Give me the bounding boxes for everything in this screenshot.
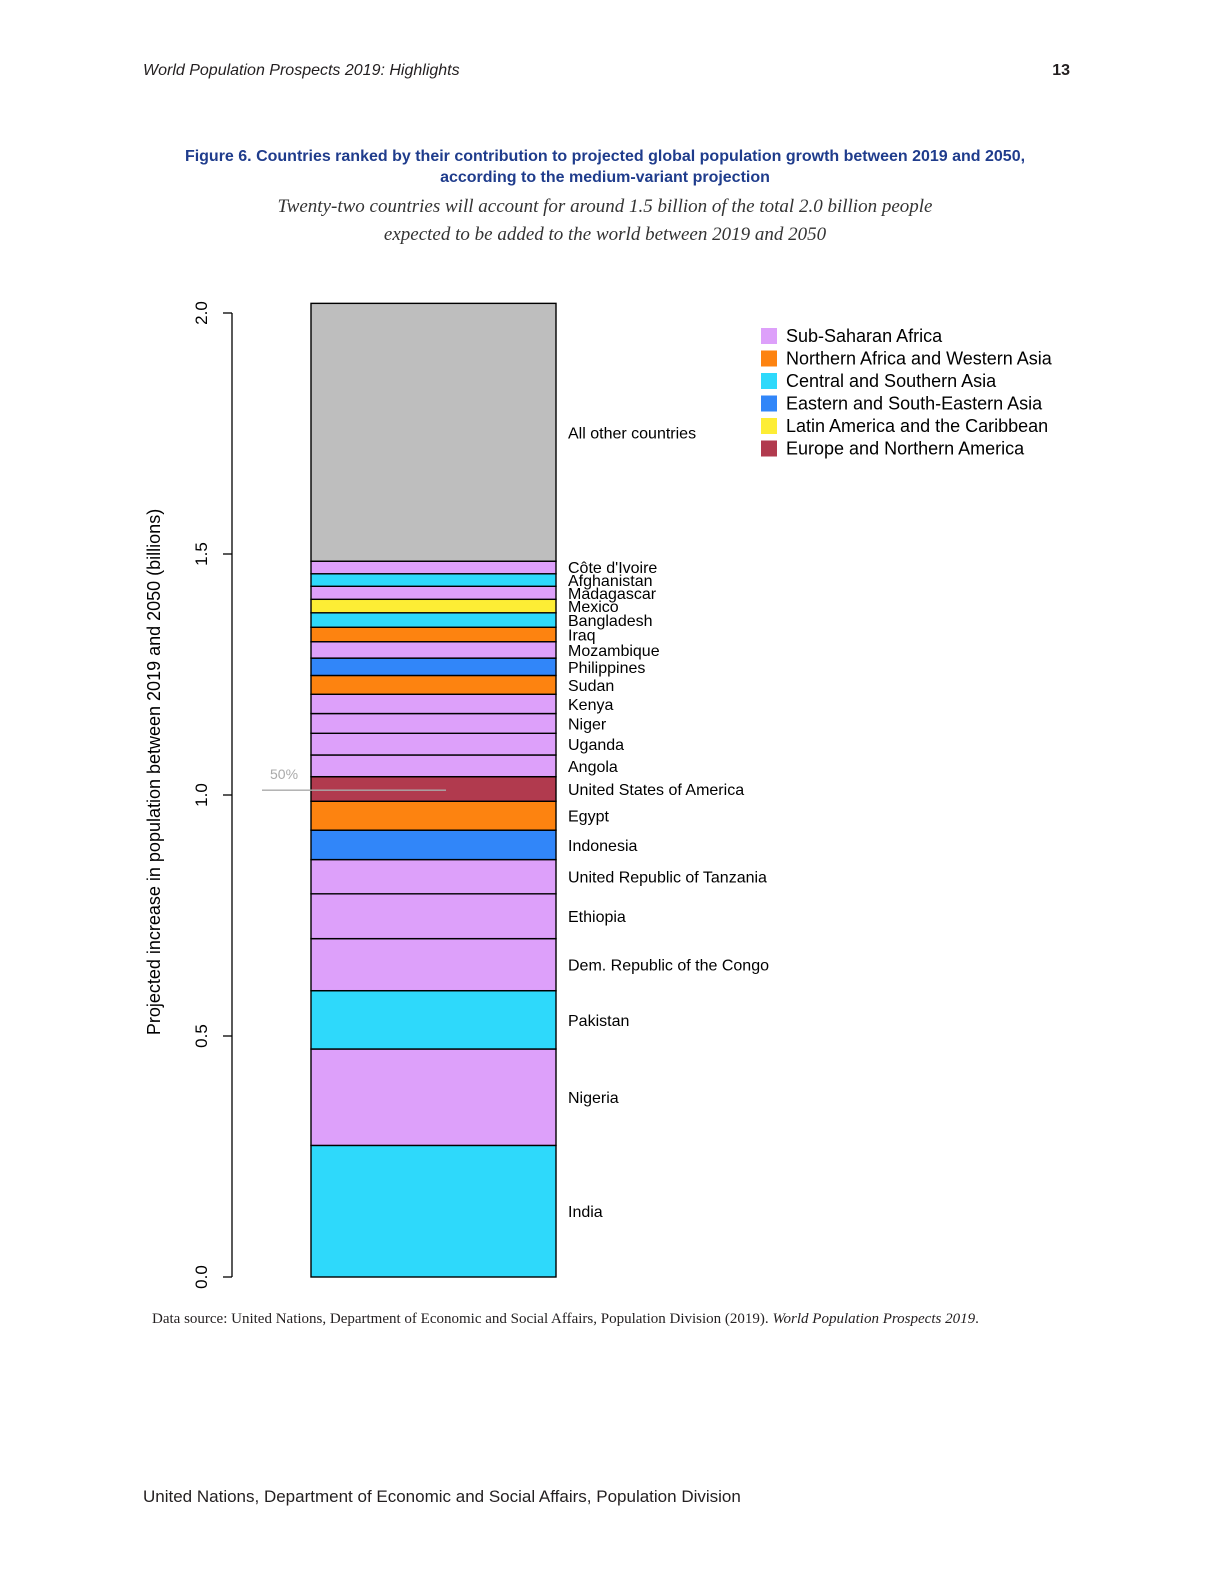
bar-segment: [310, 641, 557, 659]
segment-label: Iraq: [568, 627, 596, 644]
legend-swatch: [761, 395, 777, 412]
bar-segment: [310, 573, 557, 587]
figure-subtitle-line-1: Twenty-two countries will account for ar…: [277, 196, 933, 217]
page-footer: United Nations, Department of Economic a…: [143, 1487, 741, 1506]
figure-subtitle: Twenty-two countries will account for ar…: [140, 193, 1070, 249]
bar-segment: [310, 626, 557, 643]
legend-swatch: [761, 328, 777, 344]
y-axis-title: Projected increase in population between…: [144, 509, 164, 1035]
segment-label: United States of America: [568, 782, 744, 799]
segment-label: Kenya: [568, 697, 613, 714]
bar-segment: [310, 598, 557, 614]
figure-title-line-1: Figure 6. Countries ranked by their cont…: [184, 148, 1026, 165]
segment-label: Uganda: [568, 737, 624, 754]
segment-label: Bangladesh: [568, 613, 653, 630]
segment-label: Egypt: [568, 809, 609, 826]
segment-label: United Republic of Tanzania: [568, 870, 767, 887]
bar-segment: [310, 989, 557, 1050]
segment-label: Sudan: [568, 678, 614, 695]
figure-subtitle-line-2: expected to be added to the world betwee…: [383, 224, 827, 245]
segment-label: Nigeria: [568, 1090, 619, 1107]
bar-segment: [310, 585, 557, 601]
segment-label: Dem. Republic of the Congo: [568, 958, 769, 975]
segment-label: Mexico: [568, 599, 619, 616]
data-source-note: Data source: United Nations, Department …: [152, 1311, 979, 1328]
bar-segment: [310, 829, 557, 861]
bar-segment: [310, 754, 557, 778]
figure-title-line-2: according to the medium-variant projecti…: [440, 169, 770, 186]
legend-entry: Central and Southern Asia: [786, 371, 997, 391]
legend-swatch: [761, 350, 777, 367]
bar-segment: [310, 1144, 557, 1278]
bar-segment: [310, 693, 557, 715]
y-tick-label: 2.0: [192, 301, 211, 325]
y-tick-label: 1.0: [192, 783, 211, 807]
bar-segment: [310, 775, 557, 802]
bar-segment: [310, 302, 557, 562]
segment-label: Indonesia: [568, 838, 637, 855]
segment-label: Mozambique: [568, 643, 660, 660]
bar-segment: [310, 800, 557, 831]
bar-segment: [310, 712, 557, 735]
segment-label: Madagascar: [568, 586, 657, 603]
segment-label: Afghanistan: [568, 573, 653, 590]
segment-label: All other countries: [568, 425, 696, 442]
y-tick-label: 0.5: [192, 1024, 211, 1048]
legend-entry: Northern Africa and Western Asia: [786, 349, 1053, 369]
figure-title: Figure 6. Countries ranked by their cont…: [140, 146, 1070, 188]
segment-label: Ethiopia: [568, 909, 626, 926]
bar-segment: [310, 657, 557, 677]
legend-entry: Sub-Saharan Africa: [786, 326, 943, 346]
segment-label: India: [568, 1204, 603, 1221]
y-tick-label: 1.5: [192, 542, 211, 566]
reference-line-label: 50%: [270, 766, 298, 782]
segment-label: Côte d'Ivoire: [568, 560, 657, 577]
bar-segment: [310, 1048, 557, 1147]
legend-entry: Europe and Northern America: [786, 439, 1025, 459]
bar-segment: [310, 674, 557, 695]
bar-segment: [310, 560, 557, 575]
legend-swatch: [761, 373, 777, 389]
bar-segment: [310, 612, 557, 628]
legend-swatch: [761, 440, 777, 457]
legend-swatch: [761, 418, 777, 434]
segment-label: Niger: [568, 716, 607, 733]
y-tick-label: 0.0: [192, 1265, 211, 1289]
segment-label: Philippines: [568, 660, 645, 677]
data-source-prefix: Data source: United Nations, Department …: [152, 1311, 773, 1327]
bar-segment: [310, 893, 557, 940]
legend-entry: Eastern and South-Eastern Asia: [786, 394, 1043, 414]
bar-segment: [310, 937, 557, 992]
data-source-publication: World Population Prospects 2019: [772, 1311, 976, 1327]
bar-segment: [310, 732, 557, 756]
bar-segment: [310, 858, 557, 895]
data-source-suffix: .: [975, 1311, 979, 1327]
page-number: 13: [1052, 62, 1070, 79]
legend-entry: Latin America and the Caribbean: [786, 416, 1048, 436]
segment-label: Pakistan: [568, 1013, 629, 1030]
segment-label: Angola: [568, 759, 618, 776]
running-header-title: World Population Prospects 2019: Highlig…: [143, 62, 460, 79]
